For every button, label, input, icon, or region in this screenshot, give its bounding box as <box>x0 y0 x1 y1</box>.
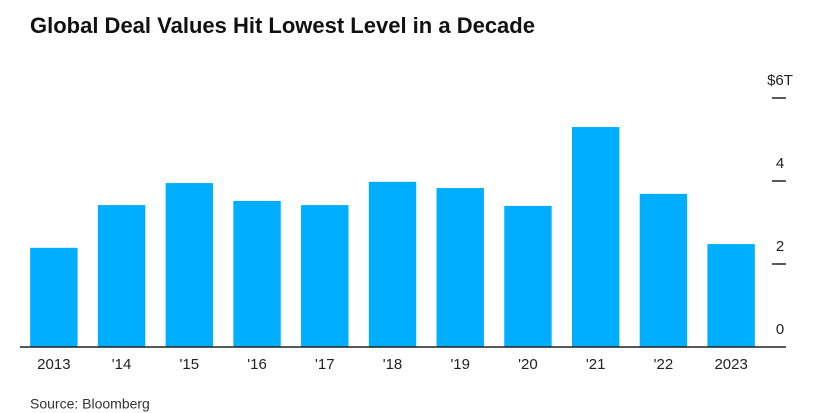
bar <box>436 188 484 347</box>
bar <box>571 127 620 347</box>
x-tick-label: '17 <box>315 356 335 373</box>
bar <box>30 247 78 347</box>
x-tick-label: '19 <box>450 356 470 373</box>
chart-title: Global Deal Values Hit Lowest Level in a… <box>30 13 535 38</box>
y-tick-label: 2 <box>776 238 784 255</box>
bar <box>301 205 349 347</box>
x-tick-label: '18 <box>383 356 403 373</box>
bar <box>233 200 281 347</box>
x-tick-label: 2023 <box>714 356 747 373</box>
bar <box>97 205 146 347</box>
bar <box>165 183 214 347</box>
x-tick-label: '14 <box>112 356 132 373</box>
x-tick-label: '22 <box>654 356 674 373</box>
x-tick-label: '21 <box>586 356 606 373</box>
y-tick-label: 4 <box>776 155 784 172</box>
x-tick-label: '16 <box>247 356 267 373</box>
bar <box>368 181 417 347</box>
x-tick-label: '15 <box>180 356 200 373</box>
bar <box>707 244 755 347</box>
x-tick-label: 2013 <box>37 356 70 373</box>
y-tick-label: $6T <box>767 72 793 89</box>
bar <box>504 205 552 347</box>
source: Source: Bloomberg <box>30 396 150 412</box>
x-tick-label: '20 <box>518 356 538 373</box>
y-tick-label: 0 <box>776 321 784 338</box>
bar <box>639 193 688 347</box>
